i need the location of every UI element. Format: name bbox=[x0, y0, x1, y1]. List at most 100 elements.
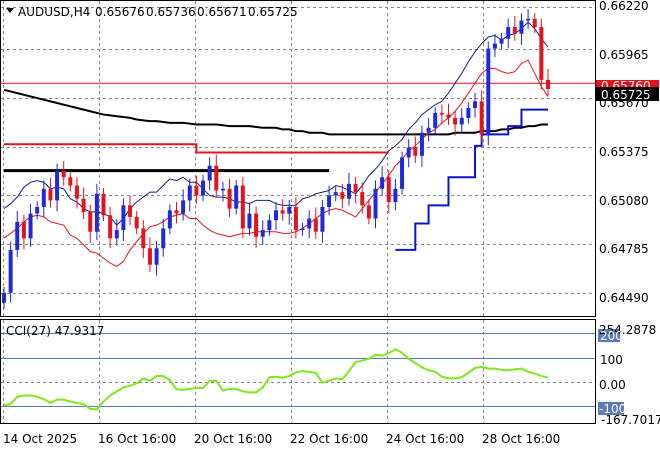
candle-body bbox=[433, 112, 438, 128]
candle-body bbox=[280, 210, 285, 214]
candles bbox=[2, 9, 550, 309]
candle-body bbox=[35, 206, 40, 214]
candle-body bbox=[240, 185, 245, 229]
candle-body bbox=[187, 185, 192, 201]
candle-body bbox=[373, 188, 378, 219]
indicator-line-level-upper bbox=[4, 143, 389, 154]
candle-body bbox=[393, 188, 398, 203]
candle-body bbox=[194, 185, 199, 196]
price-tick-label: 0.65080 bbox=[599, 194, 649, 208]
candle-body bbox=[147, 248, 152, 265]
candle-body bbox=[366, 205, 371, 219]
candle-body bbox=[459, 117, 464, 125]
symbol-label: AUDUSD,H4 bbox=[18, 5, 90, 19]
candle-body bbox=[101, 193, 106, 216]
candle-body bbox=[141, 228, 146, 249]
candle-body bbox=[201, 180, 206, 196]
candle-body bbox=[546, 79, 550, 89]
cci-upper-box bbox=[598, 329, 620, 342]
indicator-line-stop bbox=[395, 108, 548, 251]
candle-body bbox=[300, 228, 305, 231]
candle-body bbox=[413, 147, 418, 156]
open-value: 0.65676 bbox=[95, 5, 145, 19]
main-panel-frame bbox=[0, 0, 596, 317]
dropdown-arrow-icon[interactable] bbox=[6, 8, 14, 13]
high-value: 0.65736 bbox=[146, 5, 196, 19]
price-tick-label: 0.65965 bbox=[599, 48, 649, 62]
cci-lower-box bbox=[598, 402, 624, 415]
candle-body bbox=[333, 192, 338, 196]
time-axis: 14 Oct 2025 16 Oct 16:00 20 Oct 16:00 22… bbox=[3, 432, 560, 446]
candle-body bbox=[526, 18, 531, 21]
candle-body bbox=[267, 220, 272, 231]
candle-body bbox=[181, 200, 186, 214]
candle-body bbox=[161, 228, 166, 249]
candle-body bbox=[121, 205, 126, 231]
candle-body bbox=[15, 221, 20, 250]
candle-body bbox=[88, 211, 93, 232]
candle-body bbox=[41, 188, 46, 207]
candle-body bbox=[114, 230, 119, 239]
candle-body bbox=[486, 48, 491, 135]
candle-body bbox=[254, 213, 259, 237]
candle-body bbox=[439, 112, 444, 115]
candle-body bbox=[313, 218, 318, 232]
candle-body bbox=[287, 206, 292, 214]
indicator-line-ma bbox=[3, 88, 548, 136]
candle-body bbox=[473, 101, 478, 108]
candle-body bbox=[320, 206, 325, 232]
candle-body bbox=[499, 38, 504, 44]
time-axis-label: 22 Oct 16:00 bbox=[290, 432, 368, 446]
candle-body bbox=[81, 198, 86, 212]
time-axis-label: 28 Oct 16:00 bbox=[482, 432, 560, 446]
candle-body bbox=[539, 27, 544, 80]
candle-body bbox=[386, 177, 391, 203]
cci-lines bbox=[3, 347, 549, 411]
candle-body bbox=[207, 165, 212, 181]
candle-body bbox=[426, 127, 431, 133]
current-price-box bbox=[596, 87, 659, 101]
candle-body bbox=[68, 177, 73, 186]
candle-body bbox=[453, 117, 458, 125]
cci-axis-200: 200 bbox=[600, 329, 623, 343]
candle-body bbox=[94, 193, 99, 232]
low-value: 0.65671 bbox=[197, 5, 247, 19]
current-price-label: 0.65725 bbox=[601, 88, 651, 102]
candle-body bbox=[128, 205, 133, 217]
candle-body bbox=[406, 147, 411, 158]
cci-axis-top: 254.2878 bbox=[599, 323, 656, 337]
close-value: 0.65725 bbox=[248, 5, 298, 19]
grid bbox=[1, 1, 595, 423]
candle-body bbox=[214, 165, 219, 191]
candle-body bbox=[479, 101, 484, 135]
cci-title: CCI(27) 47.9317 bbox=[6, 324, 104, 338]
candle-body bbox=[154, 248, 159, 265]
time-axis-label: 14 Oct 2025 bbox=[3, 432, 77, 446]
candle-body bbox=[360, 192, 365, 206]
candle-body bbox=[353, 183, 358, 193]
candle-body bbox=[346, 183, 351, 199]
price-axis: 0.66220 0.65965 0.65670 0.65375 0.65080 … bbox=[599, 0, 649, 305]
candle-body bbox=[74, 185, 79, 199]
candle-body bbox=[327, 195, 332, 207]
time-axis-label: 24 Oct 16:00 bbox=[386, 432, 464, 446]
indicator-line-band-upper bbox=[3, 21, 549, 226]
cci-axis-zero: 0.00 bbox=[599, 378, 626, 392]
cci-axis-bottom: -167.7017 bbox=[601, 413, 660, 427]
candle-body bbox=[293, 206, 298, 231]
candle-body bbox=[55, 170, 60, 201]
cci-line bbox=[3, 347, 549, 411]
cci-axis-100: 100 bbox=[600, 353, 623, 367]
candle-body bbox=[492, 43, 497, 49]
price-tick-label: 0.64785 bbox=[599, 242, 649, 256]
candle-body bbox=[506, 27, 511, 39]
cci-panel-frame bbox=[0, 319, 596, 424]
candle-body bbox=[220, 188, 225, 191]
candle-body bbox=[512, 27, 517, 34]
time-axis-label: 16 Oct 16:00 bbox=[98, 432, 176, 446]
candle-body bbox=[28, 213, 33, 239]
candle-body bbox=[307, 218, 312, 229]
candle-body bbox=[174, 210, 179, 214]
indicator-lines bbox=[3, 21, 549, 267]
